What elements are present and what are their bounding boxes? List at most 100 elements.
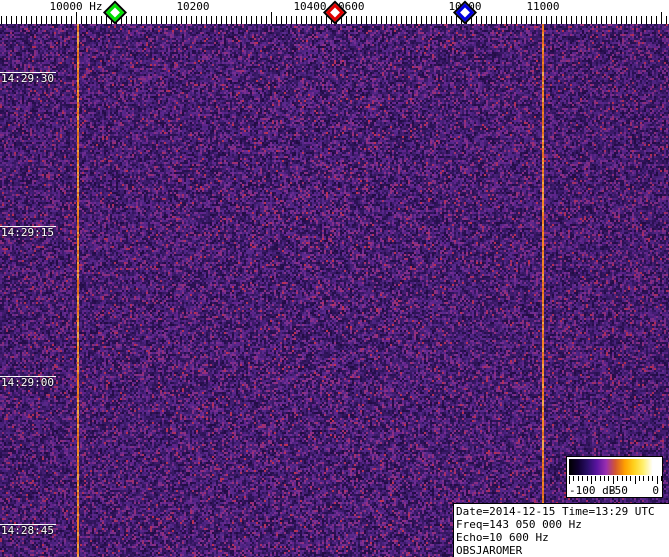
freq-tick-minor <box>301 16 302 24</box>
freq-tick-minor <box>526 16 527 24</box>
freq-tick-minor <box>441 16 442 24</box>
freq-tick-minor <box>181 16 182 24</box>
freq-tick-minor <box>281 16 282 24</box>
freq-tick-minor <box>411 16 412 24</box>
freq-tick-minor <box>96 16 97 24</box>
freq-tick-minor <box>51 16 52 24</box>
freq-tick-minor <box>141 16 142 24</box>
color-scale-legend: -100 dB -50 0 <box>566 456 663 498</box>
freq-tick-minor <box>641 16 642 24</box>
time-axis-label: 14:29:00 <box>1 376 54 389</box>
freq-tick-minor <box>161 16 162 24</box>
freq-tick-minor <box>366 16 367 24</box>
frequency-ruler[interactable]: 10000 Hz1020010400106001080011000 <box>0 0 669 24</box>
freq-tick-minor <box>571 16 572 24</box>
color-scale-tick-minor <box>648 476 649 481</box>
freq-tick-minor <box>376 16 377 24</box>
freq-tick-major <box>661 12 662 24</box>
freq-tick-minor <box>206 16 207 24</box>
freq-tick-minor <box>151 16 152 24</box>
freq-tick-minor <box>186 16 187 24</box>
freq-tick-minor <box>1 16 2 24</box>
freq-tick-minor <box>136 16 137 24</box>
freq-tick-minor <box>621 16 622 24</box>
freq-tick-minor <box>486 16 487 24</box>
time-axis-label: 14:29:15 <box>1 226 54 239</box>
freq-tick-minor <box>121 16 122 24</box>
time-axis-rule <box>0 524 56 525</box>
color-scale-tick-major <box>613 476 614 484</box>
info-line-observer: OBSJAROMER <box>456 544 523 557</box>
freq-axis-label: 10000 Hz <box>49 0 103 13</box>
freq-tick-minor <box>46 16 47 24</box>
color-scale-tick-minor <box>630 476 631 481</box>
freq-tick-minor <box>581 16 582 24</box>
freq-tick-minor <box>66 16 67 24</box>
freq-tick-minor <box>541 16 542 24</box>
freq-tick-minor <box>81 16 82 24</box>
freq-tick-minor <box>201 16 202 24</box>
info-line-datetime: Date=2014-12-15 Time=13:29 UTC <box>456 505 655 518</box>
freq-tick-minor <box>11 16 12 24</box>
freq-tick-minor <box>451 16 452 24</box>
freq-tick-minor <box>351 16 352 24</box>
freq-tick-minor <box>516 16 517 24</box>
color-scale-tick-major <box>591 476 592 484</box>
time-axis-label: 14:29:30 <box>1 72 54 85</box>
freq-tick-minor <box>496 16 497 24</box>
freq-tick-minor <box>556 16 557 24</box>
color-scale-tick-minor <box>622 476 623 481</box>
freq-tick-minor <box>331 16 332 24</box>
freq-tick-minor <box>431 16 432 24</box>
freq-tick-minor <box>371 16 372 24</box>
freq-tick-minor <box>176 16 177 24</box>
color-scale-tick-minor <box>626 476 627 481</box>
color-scale-tick-minor <box>617 476 618 481</box>
color-scale-tick-major <box>635 476 636 484</box>
freq-tick-minor <box>611 16 612 24</box>
color-scale-tick-major <box>657 476 658 484</box>
color-scale-tick-major <box>569 476 570 484</box>
freq-tick-minor <box>626 16 627 24</box>
freq-tick-minor <box>506 16 507 24</box>
freq-tick-minor <box>226 16 227 24</box>
color-scale-tick-minor <box>639 476 640 481</box>
freq-tick-minor <box>246 16 247 24</box>
time-axis-label: 14:28:45 <box>1 524 54 537</box>
freq-tick-minor <box>551 16 552 24</box>
freq-tick-minor <box>231 16 232 24</box>
freq-tick-minor <box>241 16 242 24</box>
info-box: Date=2014-12-15 Time=13:29 UTC Freq=143 … <box>453 503 669 557</box>
freq-tick-minor <box>346 16 347 24</box>
freq-tick-minor <box>36 16 37 24</box>
color-scale-tick-minor <box>573 476 574 481</box>
color-scale-tick-minor <box>595 476 596 481</box>
freq-tick-minor <box>341 16 342 24</box>
noise-heatmap-canvas <box>0 24 669 557</box>
color-scale-max-label: 0 <box>652 484 659 497</box>
freq-tick-minor <box>521 16 522 24</box>
freq-tick-minor <box>266 16 267 24</box>
freq-tick-minor <box>636 16 637 24</box>
freq-tick-minor <box>646 16 647 24</box>
freq-tick-minor <box>631 16 632 24</box>
freq-tick-minor <box>416 16 417 24</box>
freq-tick-minor <box>171 16 172 24</box>
freq-tick-minor <box>291 16 292 24</box>
freq-tick-minor <box>56 16 57 24</box>
color-scale-gradient <box>569 459 662 475</box>
freq-tick-minor <box>651 16 652 24</box>
freq-tick-minor <box>236 16 237 24</box>
color-scale-tick-minor <box>643 476 644 481</box>
color-scale-tick-minor <box>578 476 579 481</box>
freq-tick-minor <box>386 16 387 24</box>
freq-tick-minor <box>436 16 437 24</box>
freq-tick-minor <box>156 16 157 24</box>
freq-tick-minor <box>356 16 357 24</box>
freq-tick-minor <box>276 16 277 24</box>
freq-tick-minor <box>6 16 7 24</box>
color-scale-tick-minor <box>587 476 588 481</box>
color-scale-min-label: -100 dB <box>569 484 616 497</box>
waterfall-display[interactable] <box>0 24 669 557</box>
